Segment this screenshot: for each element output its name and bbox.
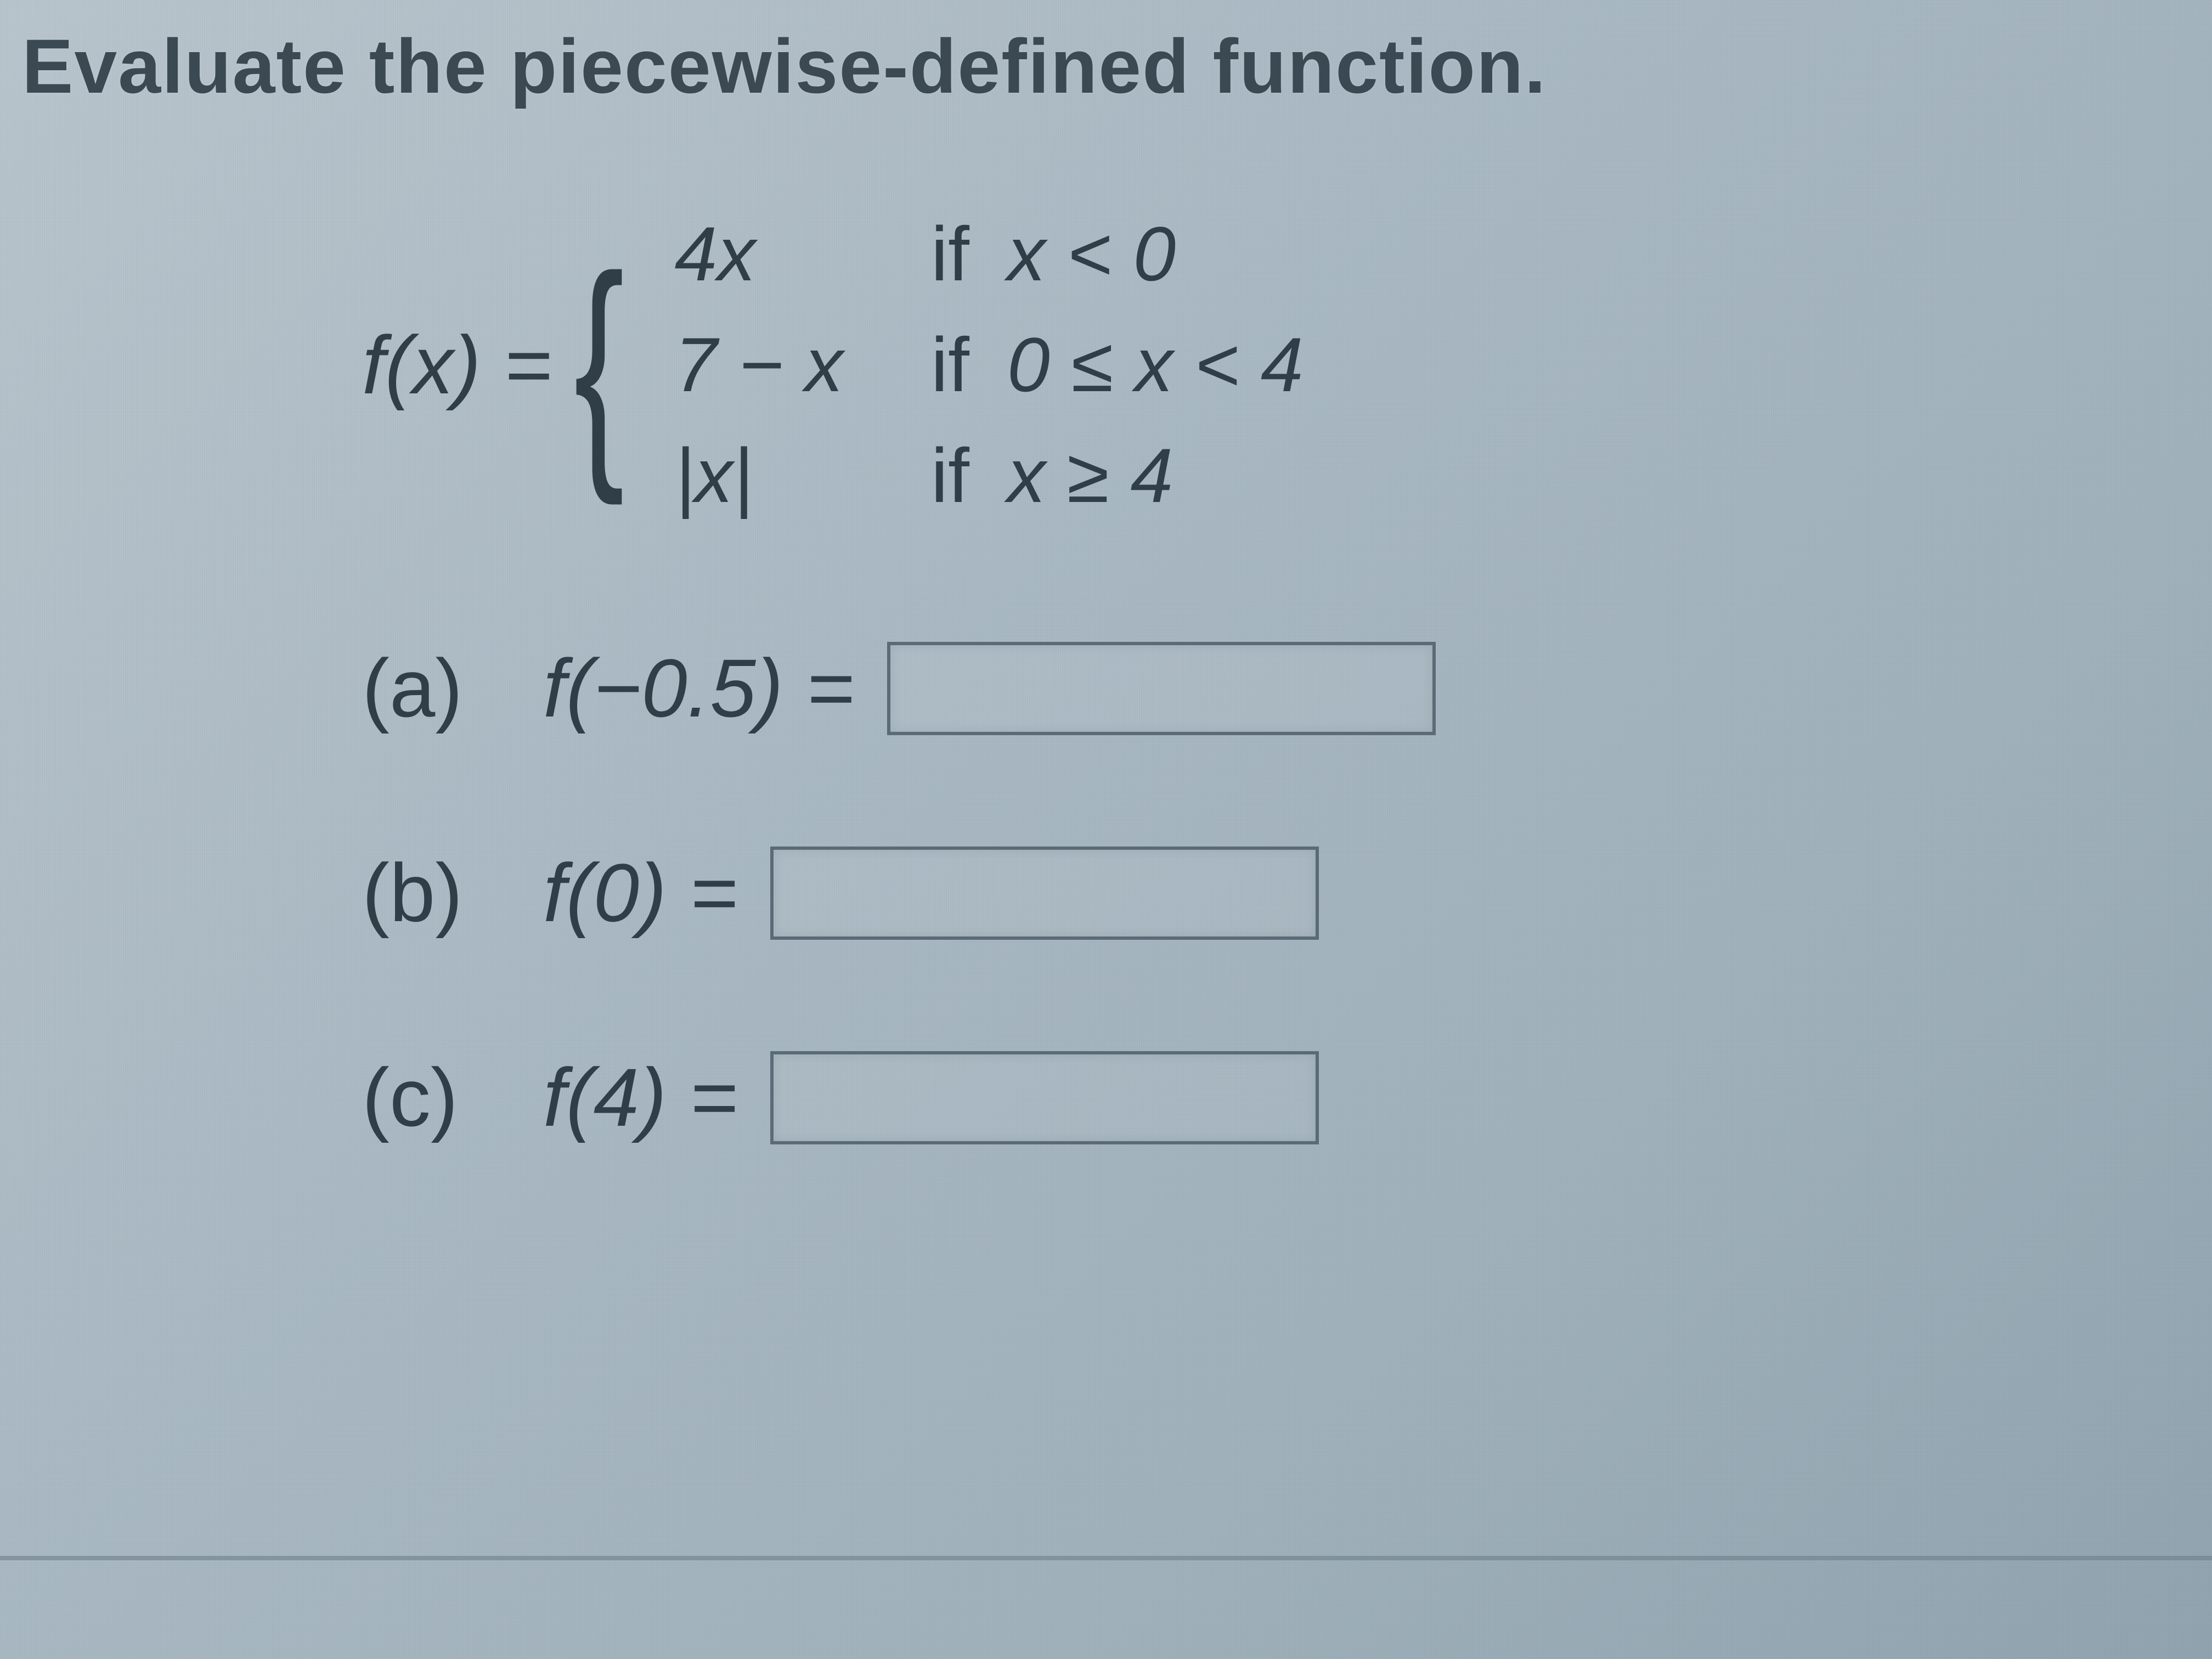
- question-heading: Evaluate the piecewise-defined function.: [22, 22, 2212, 111]
- case-2-expr: 7 − x: [675, 320, 843, 409]
- function-definition: f(x) = { 4x if x < 0 7 − x if 0 ≤ x < 4 …: [362, 210, 2212, 520]
- case-2-math: 0 ≤ x < 4: [1007, 321, 1304, 408]
- part-a-input[interactable]: [887, 642, 1436, 735]
- case-3-expr: |x|: [675, 431, 843, 520]
- case-1-if: if: [931, 211, 969, 297]
- part-c-input[interactable]: [770, 1051, 1319, 1144]
- part-b: (b) f(0) =: [362, 845, 2212, 940]
- part-c-expr: f(4) =: [543, 1050, 737, 1145]
- case-1-math: x < 0: [1007, 211, 1176, 297]
- case-3-cond: if x ≥ 4: [931, 431, 1304, 520]
- piecewise-brace: {: [574, 270, 624, 460]
- piecewise-cases: 4x if x < 0 7 − x if 0 ≤ x < 4 |x| if x …: [675, 210, 1304, 520]
- part-b-input[interactable]: [770, 847, 1319, 940]
- part-a-label: (a): [362, 641, 543, 736]
- answer-parts: (a) f(−0.5) = (b) f(0) = (c) f(4) =: [362, 641, 2212, 1145]
- question-container: Evaluate the piecewise-defined function.…: [0, 22, 2212, 1255]
- part-a-expr: f(−0.5) =: [543, 641, 854, 736]
- case-2-cond: if 0 ≤ x < 4: [931, 320, 1304, 409]
- case-3-math: x ≥ 4: [1007, 432, 1173, 518]
- part-b-expr: f(0) =: [543, 845, 737, 940]
- case-2-if: if: [931, 321, 969, 408]
- case-3-if: if: [931, 432, 969, 518]
- function-lhs: f(x) =: [362, 318, 552, 413]
- part-c: (c) f(4) =: [362, 1050, 2212, 1145]
- part-b-label: (b): [362, 845, 543, 940]
- part-c-label: (c): [362, 1050, 543, 1145]
- divider-line: [0, 1556, 2212, 1560]
- case-1-expr: 4x: [675, 210, 843, 298]
- case-1-cond: if x < 0: [931, 210, 1304, 298]
- part-a: (a) f(−0.5) =: [362, 641, 2212, 736]
